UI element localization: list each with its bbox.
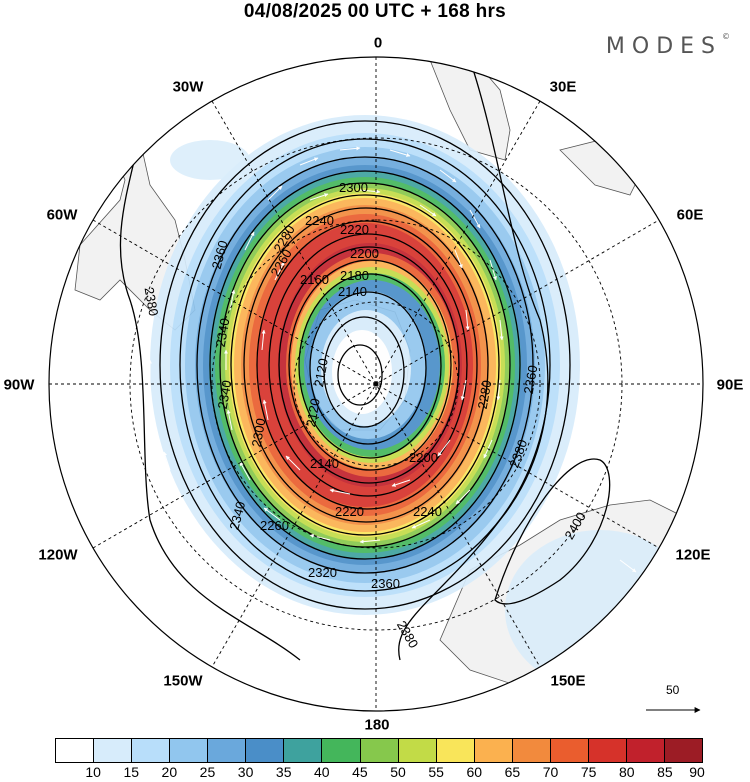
colorbar-tick-label: 90 xyxy=(689,764,705,780)
contour-label: 2340 xyxy=(226,500,248,532)
map-title: 04/08/2025 00 UTC + 168 hrs xyxy=(243,1,507,22)
contour-label: 2220 xyxy=(340,222,369,237)
longitude-label: 60W xyxy=(46,206,78,224)
colorbar-swatch xyxy=(626,739,665,762)
colorbar-tick-label: 80 xyxy=(618,764,635,780)
colorbar-swatch xyxy=(322,739,361,762)
longitude-label: 0 xyxy=(373,34,383,52)
colorbar-swatch xyxy=(588,739,627,762)
contour-label: 2120 xyxy=(311,357,331,388)
copyright-mark: © xyxy=(722,32,730,41)
contour-label: 2300 xyxy=(249,417,269,448)
colorbar-tick-label: 85 xyxy=(657,764,673,780)
contour-label: 2120 xyxy=(303,397,323,428)
colorbar-tick-label: 15 xyxy=(123,764,140,780)
contour-label: 2380 xyxy=(142,286,162,317)
colorbar-swatch xyxy=(360,739,399,762)
south-pole-marker xyxy=(373,381,379,387)
longitude-label: 120E xyxy=(675,546,711,564)
colorbar-swatch xyxy=(132,739,171,762)
colorbar-tick-label: 60 xyxy=(466,764,483,780)
colorbar-tick-label: 50 xyxy=(390,764,406,780)
colorbar-tick-label: 40 xyxy=(314,764,330,780)
brand-logo: MODES© xyxy=(605,32,730,59)
colorbar-tick-label: 70 xyxy=(542,764,559,780)
colorbar-swatch xyxy=(56,739,95,762)
colorbar-swatch xyxy=(208,739,247,762)
colorbar-tick-label: 10 xyxy=(85,764,101,780)
colorbar-swatch xyxy=(398,739,437,762)
colorbar-swatch xyxy=(550,739,589,762)
colorbar-swatch xyxy=(170,739,209,762)
contour-label: 2240 xyxy=(305,213,334,228)
longitude-label: 150E xyxy=(550,672,586,690)
contour-label: 2200 xyxy=(350,246,379,261)
colorbar-tick-label: 45 xyxy=(352,764,368,780)
map-disk xyxy=(49,57,703,711)
contour-label: 2200 xyxy=(409,450,438,465)
colorbar xyxy=(55,738,703,763)
contour-label: 2360 xyxy=(209,239,231,271)
contour-label: 2220 xyxy=(335,504,364,519)
longitude-label: 90W xyxy=(3,376,35,394)
colorbar-swatch xyxy=(94,739,133,762)
contour-label: 2180 xyxy=(340,268,369,283)
contour-label: 2340 xyxy=(213,317,233,348)
brand-name: MODES xyxy=(605,34,722,59)
contour-label: 2160 xyxy=(300,272,329,287)
colorbar-tick-label: 25 xyxy=(199,764,216,780)
colorbar-tick-label: 55 xyxy=(428,764,444,780)
colorbar-swatch xyxy=(436,739,475,762)
contour-label: 2240 xyxy=(413,504,442,519)
colorbar-tick-label: 30 xyxy=(237,764,254,780)
contour-label: 2360 xyxy=(521,364,541,395)
longitude-label: 30W xyxy=(172,78,204,96)
map-boundary xyxy=(48,56,704,712)
colorbar-tick-label: 65 xyxy=(504,764,521,780)
reference-vector-label: 50 xyxy=(666,683,680,697)
reference-vector-arrow xyxy=(646,707,701,713)
colorbar-swatch xyxy=(474,739,513,762)
longitude-label: 180 xyxy=(364,716,390,734)
contour-label: 2140 xyxy=(338,284,367,299)
contour-label: 2260 xyxy=(260,518,289,533)
contour-label: 2140 xyxy=(310,456,339,471)
longitude-label: 30E xyxy=(549,78,577,96)
contour-label: 2280 xyxy=(475,379,495,410)
colorbar-swatch xyxy=(246,739,285,762)
colorbar-tick-label: 20 xyxy=(161,764,178,780)
longitude-label: 60E xyxy=(676,206,704,224)
colorbar-swatch xyxy=(665,739,703,762)
contour-label: 2320 xyxy=(308,565,337,580)
polar-map: 2300 2280 2260 2240 2220 2200 2180 2160 … xyxy=(48,56,704,712)
longitude-label: 120W xyxy=(38,546,78,564)
colorbar-swatch xyxy=(512,739,551,762)
contour-label: 2360 xyxy=(371,576,400,591)
contour-label: 2340 xyxy=(215,379,235,410)
colorbar-tick-label: 75 xyxy=(580,764,597,780)
longitude-label: 90E xyxy=(716,376,744,394)
longitude-label: 150W xyxy=(163,672,203,690)
height-contours xyxy=(119,59,611,661)
colorbar-swatch xyxy=(284,739,323,762)
colorbar-tick-label: 35 xyxy=(275,764,292,780)
contour-label: 2300 xyxy=(339,180,368,195)
